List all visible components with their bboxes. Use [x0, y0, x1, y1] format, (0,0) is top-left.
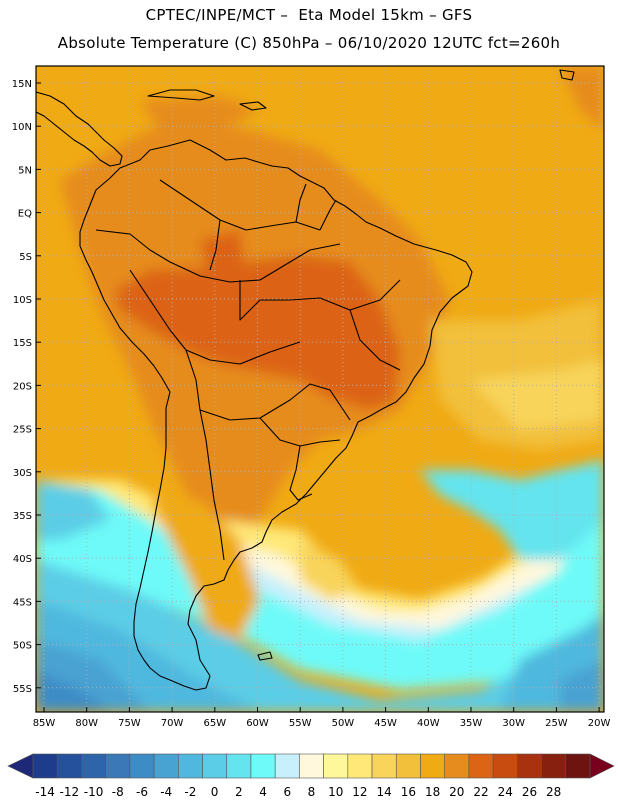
colorbar-swatch	[420, 753, 445, 779]
colorbar-label: 26	[522, 785, 537, 799]
colorbar-label: 16	[401, 785, 416, 799]
lat-tick-label: 5S	[19, 252, 32, 263]
lat-tick-label: 35S	[13, 511, 32, 522]
colorbar-label: -6	[136, 785, 148, 799]
lat-lon-grid	[36, 66, 604, 712]
colorbar-label: 6	[283, 785, 291, 799]
lon-tick-label: 60W	[246, 718, 269, 729]
colorbar-label: 2	[235, 785, 243, 799]
colorbar-swatch	[105, 753, 131, 779]
colorbar-swatch	[81, 753, 106, 779]
colorbar-label: 24	[498, 785, 513, 799]
lon-tick-label: 55W	[289, 718, 312, 729]
lat-tick-label: 20S	[13, 381, 32, 392]
lat-tick-label: 10S	[13, 295, 32, 306]
colorbar-label: 14	[377, 785, 392, 799]
lat-tick-label: 45S	[13, 597, 32, 608]
colorbar-label: 20	[449, 785, 464, 799]
colorbar-label: 10	[328, 785, 343, 799]
lon-tick-label: 75W	[118, 718, 141, 729]
colorbar-swatch	[492, 753, 518, 779]
colorbar-swatch	[274, 753, 300, 779]
colorbar-swatch	[178, 753, 203, 779]
colorbar-swatch	[153, 753, 179, 779]
colorbar-label: -8	[112, 785, 124, 799]
colorbar-label: 22	[473, 785, 488, 799]
colorbar-label: 4	[259, 785, 267, 799]
colorbar-label: 28	[546, 785, 561, 799]
colorbar-swatch	[565, 753, 591, 779]
map-title-line-1: CPTEC/INPE/MCT – Eta Model 15km – GFS	[145, 6, 473, 24]
lon-tick-label: 35W	[460, 718, 483, 729]
colorbar-label: 0	[211, 785, 219, 799]
colorbar-swatch	[517, 753, 542, 779]
lat-tick-label: EQ	[18, 209, 32, 220]
lon-tick-label: 40W	[417, 718, 440, 729]
lat-tick-label: 10N	[12, 122, 32, 133]
colorbar-swatch	[129, 753, 155, 779]
colorbar-swatch	[371, 753, 397, 779]
lat-tick-label: 55S	[13, 684, 32, 695]
lat-tick-label: 15S	[13, 338, 32, 349]
colorbar-label: 8	[308, 785, 316, 799]
colorbar-label: 12	[352, 785, 367, 799]
coastline-and-borders	[36, 69, 575, 691]
colorbar-label: -14	[35, 785, 55, 799]
temperature-field	[36, 66, 604, 712]
lat-tick-label: 50S	[13, 641, 32, 652]
lon-tick-label: 80W	[75, 718, 98, 729]
colorbar-swatch	[32, 753, 58, 779]
colorbar-swatch	[395, 753, 421, 779]
lat-tick-label: 25S	[13, 425, 32, 436]
colorbar-swatch	[541, 753, 567, 779]
lon-tick-label: 65W	[203, 718, 226, 729]
colorbar-swatch	[202, 753, 228, 779]
colorbar-swatch	[323, 753, 349, 779]
lon-tick-label: 85W	[33, 718, 56, 729]
lat-tick-label: 5N	[18, 165, 32, 176]
lon-tick-label: 70W	[161, 718, 184, 729]
colorbar-label: -10	[84, 785, 104, 799]
colorbar-min-arrow	[7, 753, 34, 779]
lat-tick-label: 40S	[13, 554, 32, 565]
colorbar-swatch	[226, 753, 252, 779]
lat-tick-label: 15N	[12, 79, 32, 90]
colorbar-swatch	[299, 753, 324, 779]
colorbar-swatch	[347, 753, 373, 779]
colorbar-max-arrow	[589, 753, 615, 779]
colorbar-label: -4	[160, 785, 172, 799]
colorbar-swatch	[468, 753, 494, 779]
colorbar: -14 -12 -10 -8 -6 -4 -2 0 2 4 6 8 10 12 14 16 18 20 22 24 26…	[7, 753, 615, 799]
lon-tick-label: 50W	[332, 718, 355, 729]
map-title-line-2: Absolute Temperature (C) 850hPa – 06/10/…	[57, 34, 561, 52]
colorbar-label: -12	[60, 785, 80, 799]
lon-tick-label: 30W	[502, 718, 525, 729]
latitude-axis: 15N 10N 5N EQ 5S 10S 15S 20S 25S 30S 35S 40S 45S 50S 5…	[12, 79, 41, 695]
colorbar-swatch	[444, 753, 470, 779]
lon-tick-label: 25W	[545, 718, 568, 729]
colorbar-label: -2	[184, 785, 196, 799]
colorbar-swatch	[250, 753, 276, 779]
lon-tick-label: 20W	[588, 718, 611, 729]
longitude-axis: 85W 80W 75W 70W 65W 60W 55W 50W 45W 40W 35W 30W 25W 2…	[33, 707, 611, 729]
colorbar-swatch	[56, 753, 82, 779]
colorbar-label: 18	[425, 785, 440, 799]
lat-tick-label: 30S	[13, 468, 32, 479]
lon-tick-label: 45W	[374, 718, 397, 729]
plot-frame	[35, 65, 605, 713]
